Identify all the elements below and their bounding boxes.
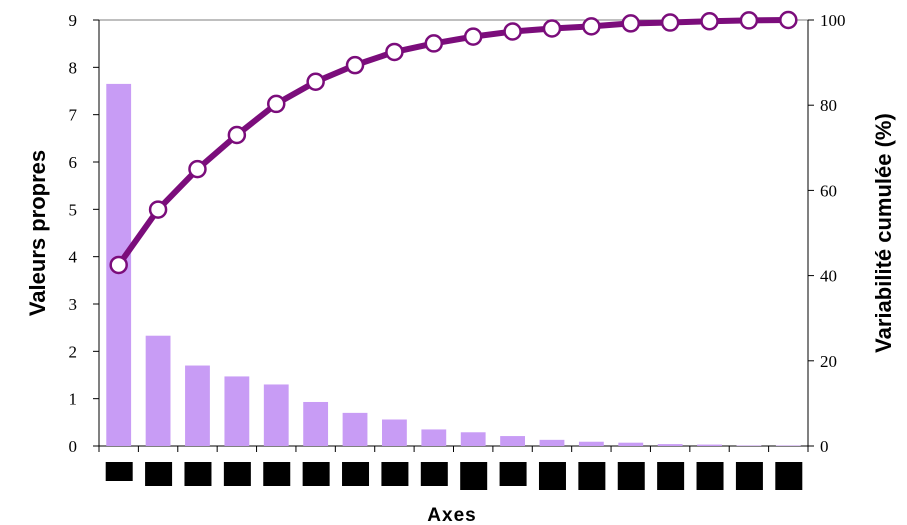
x-tick-label-redacted: [381, 462, 409, 486]
bar: [342, 412, 368, 446]
bar-series: [106, 83, 801, 447]
x-tick-label-redacted: [342, 462, 370, 486]
bar: [657, 444, 683, 446]
line-point: [148, 200, 168, 219]
y-right-tick-label: 40: [820, 267, 837, 286]
line-point: [582, 17, 601, 36]
line-point: [779, 10, 798, 30]
line-point: [345, 55, 365, 75]
y-right-tick-label: 0: [820, 437, 829, 456]
line-point: [424, 34, 444, 53]
x-tick-label-redacted: [538, 462, 566, 490]
x-tick-label-redacted: [184, 462, 212, 486]
line-point: [109, 255, 128, 275]
line-point: [739, 11, 759, 30]
line-point: [621, 14, 640, 33]
x-tick-label-redacted: [460, 462, 488, 490]
y-right-tick-label: 80: [820, 96, 837, 115]
y-left-tick-label: 6: [69, 153, 78, 172]
line-series: [109, 10, 798, 275]
line-point: [188, 159, 207, 179]
x-tick-label-redacted: [696, 462, 724, 490]
x-tick-label-redacted: [735, 462, 763, 490]
x-tick-labels-redacted: [105, 462, 803, 490]
y-left-tick-label: 7: [69, 106, 78, 125]
bar: [382, 419, 407, 446]
tick-labels: 0 1 2 3 4 5 6 7 8 9 0 20 40 60 80 100: [69, 11, 846, 456]
y-axis-right-title: Variabilité cumulée (%): [871, 113, 896, 353]
y-left-tick-label: 0: [69, 437, 78, 456]
line-point: [463, 27, 483, 46]
y-right-tick-label: 20: [820, 352, 837, 371]
y-left-tick-label: 8: [69, 58, 78, 77]
bar: [303, 401, 329, 446]
bar: [263, 384, 289, 446]
x-tick-label-redacted: [775, 462, 803, 490]
y-left-tick-label: 5: [69, 200, 78, 219]
x-tick-label-redacted: [145, 462, 173, 486]
x-tick-label-redacted: [223, 462, 251, 486]
x-tick-label-redacted: [302, 462, 330, 486]
line-point: [385, 42, 404, 62]
bar: [539, 439, 565, 446]
x-tick-label-redacted: [617, 462, 645, 490]
line-point: [503, 22, 522, 41]
y-left-tick-label: 3: [69, 295, 78, 314]
line-point: [267, 94, 286, 114]
y-left-tick-label: 4: [69, 248, 78, 267]
bar: [460, 432, 486, 446]
line-point: [542, 19, 562, 38]
bar: [500, 436, 525, 446]
bar: [145, 335, 171, 446]
line-point: [660, 13, 680, 32]
line-point: [227, 125, 247, 145]
y-axis-left-title: Valeurs propres: [25, 150, 50, 316]
bar: [618, 442, 644, 446]
y-left-tick-label: 1: [69, 390, 78, 409]
bar: [697, 444, 722, 446]
bar: [421, 429, 447, 446]
bar: [185, 365, 210, 446]
x-tick-label-redacted: [263, 462, 291, 486]
y-left-tick-label: 9: [69, 11, 78, 30]
y-right-tick-label: 100: [820, 11, 846, 30]
cumulative-line: [116, 17, 789, 267]
bar: [578, 441, 604, 446]
x-tick-label-redacted: [657, 462, 685, 490]
x-axis-title: Axes: [427, 505, 476, 525]
line-point: [306, 72, 325, 92]
y-right-tick-label: 60: [820, 181, 837, 200]
x-tick-label-redacted: [578, 462, 606, 490]
bar: [224, 376, 250, 446]
line-point: [700, 12, 719, 31]
x-tick-label-redacted: [105, 462, 133, 481]
x-tick-label-redacted: [420, 462, 448, 486]
x-tick-label-redacted: [499, 462, 527, 486]
y-left-tick-label: 2: [69, 342, 78, 361]
